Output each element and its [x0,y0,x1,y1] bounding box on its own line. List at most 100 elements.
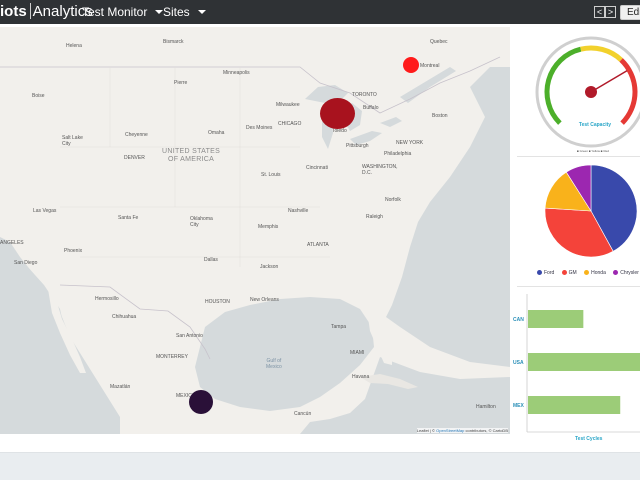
city-label: Phoenix [64,248,83,254]
city-label: Mazatlán [110,384,131,390]
country-label-line: UNITED STATES [162,148,221,155]
bar-category-label: CAN [513,317,524,323]
pie-legend: Ford GM Honda Chrysler [537,270,640,276]
city-label: Havana [352,374,370,380]
country-label: UNITED STATES OF AMERICA [162,148,220,164]
city-label: Las Vegas [33,208,57,214]
city-label: Santa Fe [118,215,139,221]
menu-test-monitor[interactable]: Test Monitor [82,4,164,20]
gauge-band-yellow [580,45,623,62]
marker-mexico[interactable] [189,390,213,414]
legend-label: Ford [544,270,555,276]
caret-down-icon [197,10,206,14]
gauge-needle [590,69,628,93]
legend-label: Chrysler [620,270,639,276]
sea-label-line: Mexico [266,364,282,370]
city-label: Buffalo [363,105,379,111]
pie-chart [544,164,638,258]
city-label: DENVER [124,155,145,161]
country-label-line: OF AMERICA [167,156,215,163]
footer-bar [0,452,640,480]
attribution-link[interactable]: OpenStreetMap [436,428,465,433]
pie-slice-ford[interactable] [590,164,638,252]
brand-logo[interactable]: iots Analytics [0,2,93,22]
bar-x-axis-label: Test Cycles [575,436,603,442]
city-label: Hamilton [476,404,496,410]
city-label: NEW YORK [396,140,424,146]
city-label: WASHINGTON, D.C. [362,164,398,176]
city-label: Philadelphia [384,151,412,157]
pie-slice-chrysler[interactable] [565,164,592,213]
bar-mex[interactable] [528,396,621,414]
city-label: Boise [32,93,45,99]
legend-item-honda[interactable]: Honda [584,270,606,276]
sea-label: Gulf of Mexico [266,358,282,370]
legend-dot [613,270,619,275]
legend-item-gm[interactable]: GM [561,270,577,276]
city-label: Milwaukee [276,102,300,108]
city-label: Oklahoma City [190,216,213,228]
marker-toronto[interactable] [403,57,419,73]
panel-divider [517,156,640,157]
menu-test-monitor-label: Test Monitor [82,5,148,19]
city-label: Nashville [288,208,309,214]
city-label: New Orleans [250,297,279,303]
bar-can[interactable] [528,310,584,328]
gauge-hub [585,86,597,98]
bar-category-label: USA [513,360,524,366]
map-basemap [0,27,510,434]
panel-divider [517,286,640,287]
city-label: Pittsburgh [346,143,369,149]
city-label: Cheyenne [125,132,148,138]
brand-product: Analytics [32,3,93,20]
city-label: Salt Lake City [62,135,83,147]
brand-name: iots [0,3,27,20]
legend-label: Honda [591,270,606,276]
legend-label: GM [568,270,577,276]
legend-dot [584,270,590,275]
pie-slice-gm[interactable] [544,207,614,258]
city-label: Pierre [174,80,188,86]
city-label: Bismarck [163,39,184,45]
map-attribution: Leaflet | © OpenStreetMap contributors, … [416,428,508,433]
attribution-suffix: contributors, © CartoDB [464,428,508,433]
prev-button[interactable]: < [594,6,605,18]
city-label: St. Louis [261,172,281,178]
gauge-band-red [619,58,638,125]
bar-chart: CAN USA MEX [513,294,640,433]
city-label: Norfolk [385,197,401,203]
bar-usa[interactable] [528,353,640,371]
edit-button[interactable]: Edit [620,5,640,20]
marker-chicago[interactable] [320,98,355,129]
top-navbar: iots Analytics Test Monitor Sites < > Edi… [0,0,640,24]
menu-sites-label: Sites [163,5,190,19]
city-label: Des Moines [246,125,273,131]
legend-dot [537,270,542,275]
legend-item-ford[interactable]: Ford [537,270,554,276]
map-view[interactable]: UNITED STATES OF AMERICA Gulf of Mexico … [0,27,510,434]
chevron-right-icon: > [607,7,614,17]
city-label: Toledo [332,128,347,134]
city-label: San Antonio [176,333,203,339]
city-label: TORONTO [352,92,377,98]
city-label: Quebec [430,39,448,45]
menu-sites[interactable]: Sites [163,4,206,20]
city-label: Dallas [204,257,218,263]
city-label: San Diego [14,260,38,266]
sea-label-line: Gulf of [266,358,282,364]
legend-item-chrysler[interactable]: Chrysler [613,270,639,276]
attribution-prefix: Leaflet | © [416,428,437,433]
city-label: Tampa [331,324,347,330]
city-label: Minneapolis [223,70,250,76]
gauge-legend: ■ Green ■ Yellow ■ Red [577,149,609,153]
city-label: Memphis [258,224,279,230]
caret-down-icon [155,10,164,14]
widgets-panel: Test Capacity ■ Green ■ Yellow ■ Red For… [513,24,640,444]
next-button[interactable]: > [605,6,616,18]
city-label: Omaha [208,130,225,136]
city-label: ANGELES [0,240,24,246]
city-label: Boston [432,113,448,119]
city-label: MEXICO [176,393,196,399]
city-label: CHICAGO [278,121,302,127]
